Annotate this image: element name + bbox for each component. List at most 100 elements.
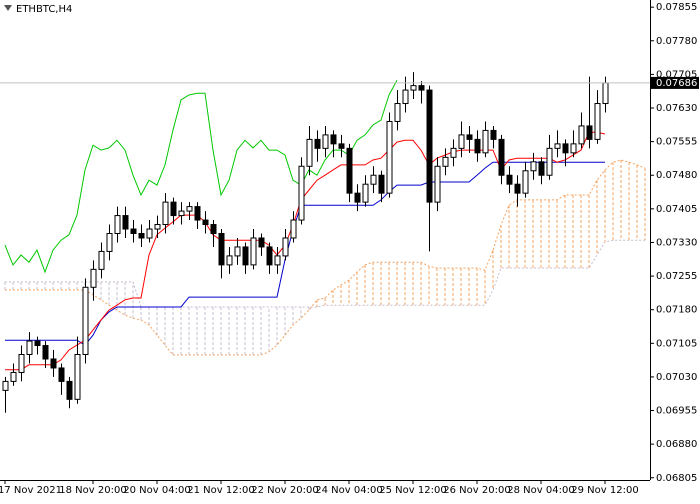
- candle-body: [82, 286, 89, 356]
- candle-body: [330, 134, 337, 145]
- candle-body: [122, 215, 129, 230]
- candle-body: [218, 233, 225, 266]
- candle-body: [378, 174, 385, 194]
- y-tick-label: 0.07180: [656, 305, 697, 316]
- candle-body: [58, 367, 65, 382]
- candle-body: [138, 233, 145, 239]
- candle-body: [530, 161, 537, 172]
- y-tick-label: 0.07555: [656, 137, 697, 148]
- candle-body: [34, 340, 41, 347]
- candle-body: [130, 228, 137, 235]
- candle-body: [314, 138, 321, 149]
- candle-body: [418, 85, 425, 91]
- candle-body: [10, 371, 17, 382]
- candle-body: [170, 201, 177, 217]
- candle-body: [522, 170, 529, 194]
- cloud-edge: [5, 239, 645, 308]
- candle-body: [410, 85, 417, 91]
- x-tick-label: 17 Nov 2021: [0, 485, 62, 496]
- candle-body: [298, 165, 305, 221]
- candle-body: [362, 183, 369, 203]
- candle-body: [26, 340, 33, 356]
- symbol-icon: [4, 5, 12, 11]
- candle-body: [226, 255, 233, 266]
- candle-body: [2, 380, 9, 391]
- y-tick-label: 0.06880: [656, 439, 697, 450]
- y-tick-label: 0.07405: [656, 204, 697, 215]
- candle-body: [274, 255, 281, 266]
- last-price-box: [651, 76, 699, 89]
- candle-body: [282, 237, 289, 257]
- candle-body: [474, 138, 481, 154]
- candle-body: [146, 228, 153, 239]
- candle-body: [578, 125, 585, 145]
- candle-body: [466, 134, 473, 140]
- candle-body: [202, 219, 209, 226]
- tenkan-line: [5, 131, 606, 371]
- chikou-line: [4, 79, 398, 274]
- candle-body: [194, 206, 201, 221]
- candle-body: [434, 165, 441, 203]
- candle-body: [346, 147, 353, 194]
- candle-body: [602, 82, 609, 105]
- y-tick-label: 0.06955: [656, 406, 697, 417]
- candle-body: [426, 89, 433, 203]
- candle-body: [386, 120, 393, 194]
- x-tick-label: 21 Nov 12:00: [187, 485, 254, 496]
- candle-body: [442, 156, 449, 167]
- kijun-line: [5, 161, 605, 346]
- candle-body: [370, 174, 377, 185]
- y-tick-label: 0.07330: [656, 237, 697, 248]
- candle-body: [554, 143, 561, 149]
- candle-body: [90, 268, 97, 288]
- y-tick-label: 0.07030: [656, 372, 697, 383]
- candle-body: [506, 174, 513, 185]
- candle-body: [42, 345, 49, 360]
- candle-body: [178, 210, 185, 217]
- candle-body: [18, 354, 25, 373]
- candle-body: [562, 143, 569, 154]
- candle-body: [266, 246, 273, 266]
- x-tick-label: 26 Nov 20:00: [443, 485, 510, 496]
- x-tick-label: 25 Nov 12:00: [379, 485, 446, 496]
- candle-body: [106, 233, 113, 252]
- y-tick-label: 0.07855: [656, 2, 697, 13]
- candle-body: [162, 201, 169, 226]
- candle-body: [354, 192, 361, 203]
- candle-body: [498, 138, 505, 176]
- y-tick-label: 0.07255: [656, 271, 697, 282]
- candle-body: [290, 219, 297, 239]
- y-tick-label: 0.07105: [656, 338, 697, 349]
- y-tick-label: 0.06805: [656, 473, 697, 484]
- candle-body: [258, 237, 265, 248]
- x-tick-label: 18 Nov 20:00: [59, 485, 126, 496]
- y-tick-label: 0.07630: [656, 103, 697, 114]
- candle-body: [210, 224, 217, 235]
- y-tick-label: 0.07480: [656, 170, 697, 181]
- y-tick-label: 0.07780: [656, 36, 697, 47]
- candle-body: [50, 358, 57, 369]
- candle-body: [482, 129, 489, 154]
- x-tick-label: 24 Nov 04:00: [315, 485, 382, 496]
- candle-body: [586, 125, 593, 140]
- x-tick-label: 29 Nov 12:00: [571, 485, 638, 496]
- chart-title: ETHBTC,H4: [16, 4, 72, 15]
- candle-body: [74, 354, 81, 400]
- x-tick-label: 20 Nov 04:00: [123, 485, 190, 496]
- candle-body: [154, 224, 161, 230]
- candle-body: [234, 246, 241, 257]
- candle-body: [322, 134, 329, 149]
- candle-body: [114, 215, 121, 235]
- candle-body: [98, 250, 105, 270]
- candle-body: [546, 147, 553, 176]
- candle-body: [458, 134, 465, 149]
- candle-body: [450, 147, 457, 158]
- candle-body: [394, 103, 401, 122]
- candle-body: [514, 183, 521, 194]
- candle-body: [594, 103, 601, 140]
- x-tick-label: 22 Nov 20:00: [251, 485, 318, 496]
- y-tick-label: 0.07705: [656, 69, 697, 80]
- candle-body: [250, 237, 257, 266]
